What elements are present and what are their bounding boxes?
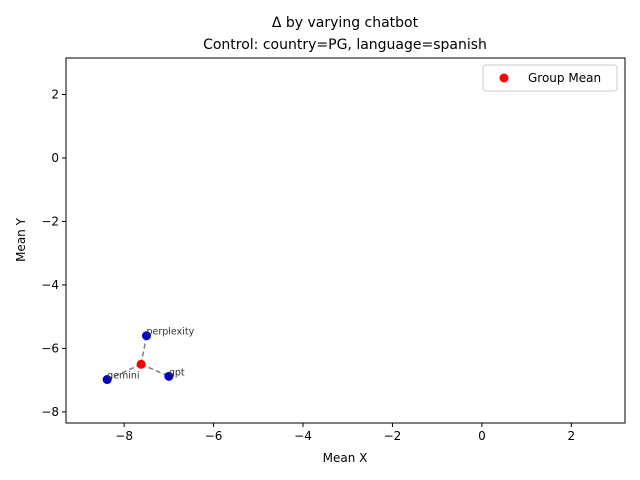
point-label-gemini: gemini (107, 371, 139, 382)
x-tick-label: −2 (384, 429, 402, 443)
y-tick-label: −4 (41, 278, 59, 292)
point-label-gpt: gpt (169, 367, 185, 378)
x-tick-label: −4 (294, 429, 312, 443)
x-tick-label: 2 (568, 429, 576, 443)
data-points (102, 331, 174, 385)
legend-label-group-mean: Group Mean (528, 71, 601, 85)
x-axis-label: Mean X (323, 451, 368, 465)
x-axis: −8 −6 −4 −2 0 2 (115, 423, 575, 443)
y-axis: −8 −6 −4 −2 0 2 (41, 88, 66, 419)
x-tick-label: 0 (478, 429, 486, 443)
point-perplexity (141, 331, 151, 341)
y-tick-label: −8 (41, 405, 59, 419)
y-tick-label: −6 (41, 341, 59, 355)
chart-title: Δ by varying chatbot (272, 15, 419, 31)
x-tick-label: −8 (115, 429, 133, 443)
connector-perplexity (140, 335, 148, 365)
x-tick-label: −6 (205, 429, 223, 443)
connector-gemini (106, 363, 142, 381)
point-gpt (164, 371, 174, 381)
legend-marker-group-mean (499, 73, 509, 83)
y-tick-label: 0 (51, 151, 59, 165)
plot-area (65, 57, 626, 424)
point-label-perplexity: perplexity (146, 327, 194, 338)
legend-box (482, 64, 618, 92)
y-tick-label: 2 (51, 88, 59, 102)
chart-subtitle: Control: country=PG, language=spanish (203, 37, 487, 53)
connector-lines (106, 335, 170, 381)
y-axis-label: Mean Y (14, 217, 28, 262)
connector-gpt (140, 363, 170, 378)
legend: Group Mean (482, 64, 618, 92)
point-group-mean (136, 359, 146, 369)
point-gemini (102, 375, 112, 385)
y-tick-label: −2 (41, 214, 59, 228)
point-labels: perplexity gemini gpt (107, 327, 194, 382)
